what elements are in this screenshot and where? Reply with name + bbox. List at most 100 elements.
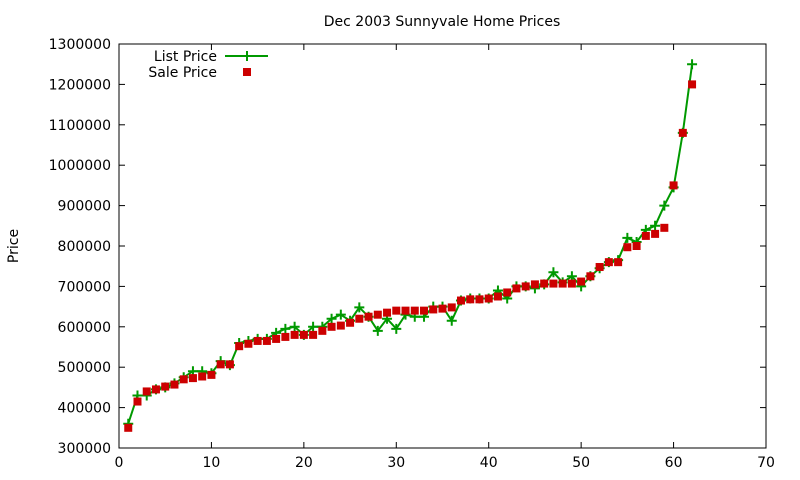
sale-price-point <box>604 258 613 267</box>
sale-price-point <box>281 332 290 341</box>
sale-price-point <box>447 303 456 312</box>
sale-price-point <box>244 339 253 348</box>
sale-price-point <box>567 279 576 288</box>
y-tick-label: 1300000 <box>49 37 111 53</box>
y-tick-label: 300000 <box>58 441 111 457</box>
x-tick-label: 70 <box>757 455 775 471</box>
list-price-point <box>354 302 365 313</box>
sale-price-point <box>364 312 373 321</box>
sale-price-point <box>660 223 669 232</box>
y-tick-label: 700000 <box>58 279 111 295</box>
legend-marker-list-price <box>242 51 252 61</box>
sale-price-point <box>669 181 678 190</box>
sale-price-point <box>355 314 364 323</box>
sale-price-point <box>595 263 604 272</box>
sale-price-point <box>142 387 151 396</box>
sale-price-point <box>577 277 586 286</box>
sale-price-point <box>678 128 687 137</box>
list-price-point <box>622 232 633 243</box>
sale-price-point <box>318 326 327 335</box>
sale-price-point <box>586 272 595 281</box>
axes: 0 10 20 30 40 50 60 70 300000 400000 500000 600000 7… <box>49 37 775 471</box>
sale-price-point <box>216 360 225 369</box>
list-price-point <box>372 325 383 336</box>
sale-price-point <box>420 306 429 315</box>
sale-price-point <box>383 308 392 317</box>
list-price-point <box>650 220 661 231</box>
sale-price-point <box>198 372 207 381</box>
list-price-point <box>326 313 337 324</box>
sale-price-point <box>373 310 382 319</box>
sale-price-point <box>641 231 650 240</box>
x-tick-label: 50 <box>572 455 590 471</box>
sale-price-point <box>151 385 160 394</box>
sale-price-point <box>614 258 623 267</box>
y-axis-label: Price <box>6 229 22 263</box>
legend-label-sale-price: Sale Price <box>148 65 217 81</box>
sale-price-point <box>401 306 410 315</box>
x-tick-label: 30 <box>387 455 405 471</box>
sale-price-point <box>549 279 558 288</box>
sale-price-point <box>456 296 465 305</box>
x-tick-label: 0 <box>115 455 124 471</box>
series-layer <box>123 59 698 432</box>
sale-price-point <box>512 284 521 293</box>
y-tick-label: 400000 <box>58 401 111 417</box>
sale-price-point <box>290 330 299 339</box>
sale-price-point <box>235 342 244 351</box>
list-price-point <box>308 321 319 332</box>
sale-price-point <box>410 306 419 315</box>
sale-price-point <box>124 423 133 432</box>
chart-title: Dec 2003 Sunnyvale Home Prices <box>324 14 560 30</box>
sale-price-point <box>623 243 632 252</box>
sale-price-point <box>688 80 697 89</box>
sale-price-point <box>272 334 281 343</box>
y-tick-label: 500000 <box>58 360 111 376</box>
list-price-point <box>391 323 402 334</box>
legend: List Price Sale Price <box>148 49 268 81</box>
sale-price-point <box>170 380 179 389</box>
sale-price-point <box>188 374 197 383</box>
sale-price-point <box>299 330 308 339</box>
list-price-line <box>127 64 694 425</box>
sale-price-point <box>225 360 234 369</box>
sale-price-point <box>530 280 539 289</box>
sale-price-point <box>521 282 530 291</box>
y-tick-label: 1200000 <box>49 77 111 93</box>
sale-price-point <box>262 336 271 345</box>
sale-price-point <box>558 279 567 288</box>
plot-frame <box>118 43 767 449</box>
sale-price-point <box>466 295 475 304</box>
y-tick-label: 900000 <box>58 199 111 215</box>
list-price-point <box>280 323 291 334</box>
y-tick-label: 1100000 <box>49 118 111 134</box>
sale-price-point <box>179 375 188 384</box>
sale-price-point <box>392 306 401 315</box>
x-tick-label: 40 <box>480 455 498 471</box>
sale-price-point <box>309 330 318 339</box>
y-tick-label: 1000000 <box>49 158 111 174</box>
sale-price-point <box>327 322 336 331</box>
sale-price-point <box>253 336 262 345</box>
list-price-point <box>335 309 346 320</box>
sale-price-point <box>475 295 484 304</box>
legend-marker-sale-price <box>243 68 251 76</box>
sale-price-point <box>540 279 549 288</box>
sale-price-point <box>438 304 447 313</box>
list-price-point <box>659 200 670 211</box>
sale-price-point <box>161 382 170 391</box>
list-price-point <box>548 267 559 278</box>
list-price-point <box>289 321 300 332</box>
list-price-point <box>687 59 698 70</box>
sale-price-point <box>133 397 142 406</box>
sale-price-point <box>503 288 512 297</box>
sale-price-point <box>651 229 660 238</box>
x-tick-label: 20 <box>295 455 313 471</box>
y-tick-label: 800000 <box>58 239 111 255</box>
legend-label-list-price: List Price <box>154 49 217 65</box>
sale-price-point <box>429 305 438 314</box>
x-tick-label: 60 <box>665 455 683 471</box>
sale-price-point <box>632 242 641 250</box>
sale-price-point <box>493 292 502 301</box>
